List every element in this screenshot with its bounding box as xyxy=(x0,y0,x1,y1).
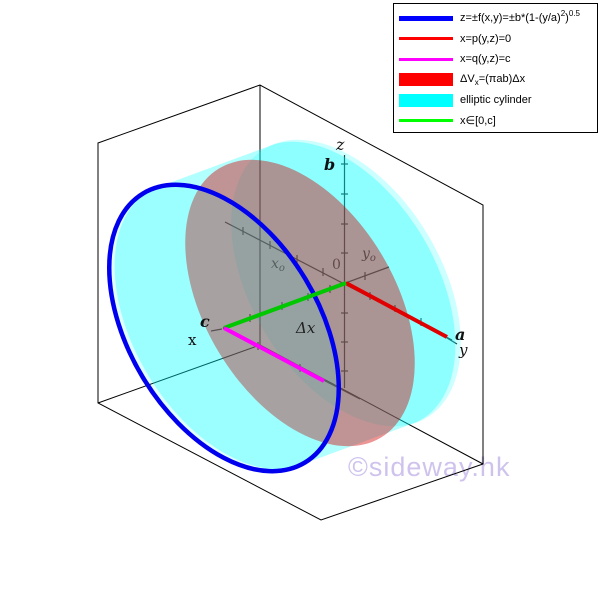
a-label: a xyxy=(455,325,465,344)
legend: z=±f(x,y)=±b*(1-(y/a)2)0.5 x=p(y,z)=0 x=q(… xyxy=(393,3,598,133)
legend-item: x=q(y,z)=c xyxy=(394,49,597,70)
c-label: c xyxy=(200,312,210,331)
legend-label: x∈[0,c] xyxy=(460,115,496,128)
green-interval-line xyxy=(223,281,347,330)
delta-x-label: Δx xyxy=(295,319,316,337)
legend-swatch-box xyxy=(399,73,453,87)
z-axis-label: z xyxy=(335,135,345,154)
z-axis-ticks xyxy=(341,163,348,372)
labels-over: z b Δx c x a y xyxy=(188,135,468,359)
red-plane-line xyxy=(345,281,448,339)
y-axis-label-yo: yo xyxy=(361,246,376,264)
legend-item: ΔVx=(πab)Δx xyxy=(394,70,597,91)
origin-label: 0 xyxy=(332,257,341,273)
x-axis-label: x xyxy=(188,331,197,349)
x-axis-label-xo: xo xyxy=(271,256,285,274)
curves xyxy=(106,182,448,474)
legend-label: x=q(y,z)=c xyxy=(460,53,511,66)
legend-swatch-line xyxy=(399,37,453,41)
legend-item: x∈[0,c] xyxy=(394,111,597,132)
a-label-dash xyxy=(446,337,458,345)
box-bottom-left-edge xyxy=(97,344,261,404)
legend-swatch-line xyxy=(399,119,453,123)
front-ellipse-curve xyxy=(106,182,342,474)
legend-swatch-box xyxy=(399,93,453,107)
c-label-dash xyxy=(210,328,223,332)
legend-item: elliptic cylinder xyxy=(394,90,597,111)
legend-label: x=p(y,z)=0 xyxy=(460,32,512,45)
magenta-plane-line xyxy=(223,326,325,383)
y-axis-label: y xyxy=(458,341,468,359)
legend-label: ΔVx=(πab)Δx xyxy=(460,72,526,87)
legend-item: x=p(y,z)=0 xyxy=(394,29,597,50)
legend-swatch-line xyxy=(399,57,453,61)
legend-swatch-line xyxy=(399,15,453,21)
labels-under: 0 yo xo xyxy=(271,246,376,274)
legend-item: z=±f(x,y)=±b*(1-(y/a)2)0.5 xyxy=(394,8,597,29)
volume-element-disk xyxy=(185,159,415,447)
box-silhouette-edge xyxy=(97,84,484,521)
b-label: b xyxy=(324,155,335,174)
legend-label: elliptic cylinder xyxy=(460,94,532,107)
legend-label: z=±f(x,y)=±b*(1-(y/a)2)0.5 xyxy=(460,9,580,25)
